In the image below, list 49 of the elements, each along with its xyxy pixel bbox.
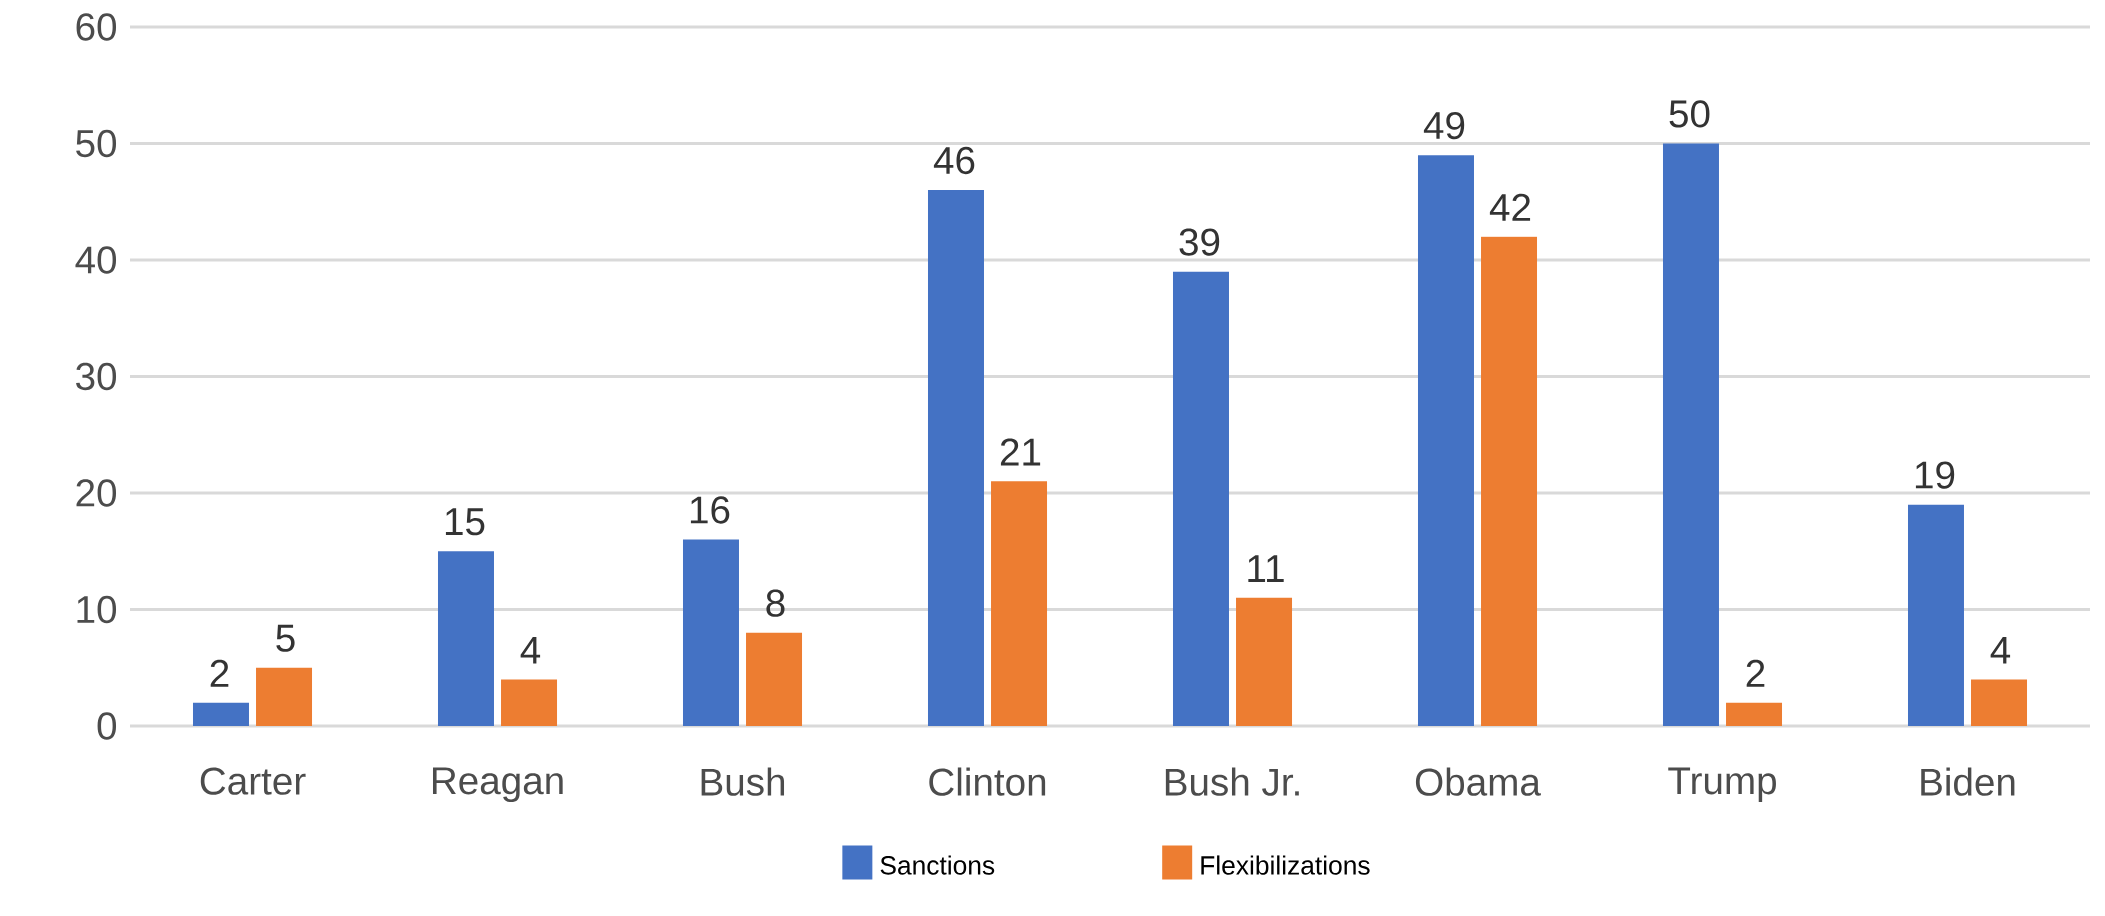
bar bbox=[1971, 679, 2028, 726]
x-tick-label: Carter bbox=[200, 767, 306, 795]
bar bbox=[1662, 143, 1719, 726]
x-tick-label: Obama bbox=[1415, 767, 1541, 796]
bar bbox=[1236, 597, 1293, 726]
x-tick-label: Reagan bbox=[432, 767, 563, 803]
bar bbox=[1481, 236, 1538, 726]
y-tick-label: 50 bbox=[76, 129, 117, 158]
x-tick-label: Trump bbox=[1668, 767, 1776, 803]
bar bbox=[991, 481, 1048, 726]
bar bbox=[1172, 271, 1229, 726]
bar bbox=[927, 190, 984, 726]
data-label: 15 bbox=[445, 508, 485, 536]
data-label: 16 bbox=[690, 496, 730, 524]
y-tick-label: 60 bbox=[76, 13, 117, 41]
data-label: 2 bbox=[1746, 659, 1765, 687]
x-tick-label: Biden bbox=[1921, 767, 2015, 796]
data-label: 4 bbox=[1990, 636, 2011, 664]
data-label: 2 bbox=[210, 659, 229, 687]
x-tick-label: Bush Jr. bbox=[1165, 767, 1299, 796]
data-label: 8 bbox=[766, 589, 785, 617]
y-tick-label: 30 bbox=[76, 362, 117, 391]
data-label: 19 bbox=[1915, 461, 1955, 489]
data-label: 11 bbox=[1248, 555, 1284, 582]
data-label: 50 bbox=[1669, 100, 1710, 128]
legend-label: Flexibilizations bbox=[1201, 855, 1370, 875]
bar bbox=[192, 702, 249, 726]
y-tick-label: 0 bbox=[97, 712, 117, 740]
data-label: 49 bbox=[1423, 111, 1465, 140]
data-label: 46 bbox=[933, 146, 975, 175]
bar bbox=[746, 632, 803, 726]
bar bbox=[256, 667, 313, 726]
data-label: 42 bbox=[1489, 193, 1531, 221]
y-tick-label: 40 bbox=[75, 246, 117, 274]
x-tick-label: Clinton bbox=[929, 767, 1046, 796]
y-tick-label: 20 bbox=[76, 479, 117, 507]
x-tick-label: Bush bbox=[701, 767, 785, 796]
y-tick-label: 10 bbox=[77, 595, 117, 624]
bar bbox=[682, 539, 739, 726]
data-label: 4 bbox=[520, 636, 541, 664]
bar bbox=[437, 551, 494, 726]
bar bbox=[1726, 702, 1783, 726]
data-label: 21 bbox=[1000, 438, 1041, 466]
bar bbox=[501, 679, 558, 726]
bar bbox=[1907, 504, 1964, 726]
data-label: 5 bbox=[276, 624, 295, 652]
data-label: 39 bbox=[1179, 228, 1220, 256]
bar bbox=[1417, 155, 1474, 726]
legend-label: Sanctions bbox=[880, 855, 995, 875]
